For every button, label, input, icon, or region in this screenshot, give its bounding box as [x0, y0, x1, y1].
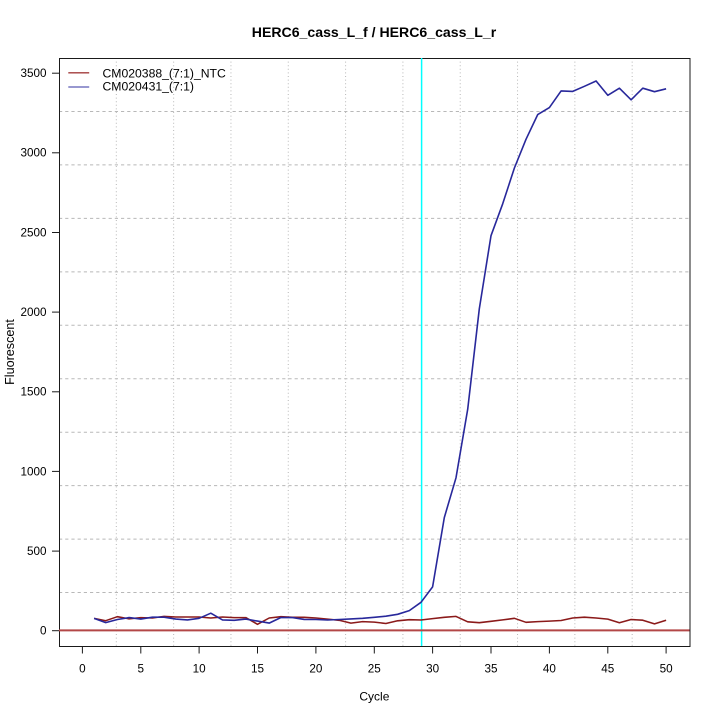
svg-text:Fluorescent: Fluorescent	[3, 319, 17, 385]
svg-text:25: 25	[368, 663, 382, 676]
svg-text:0: 0	[79, 663, 86, 676]
svg-text:HERC6_cass_L_f / HERC6_cass_L_: HERC6_cass_L_f / HERC6_cass_L_r	[252, 24, 497, 40]
svg-text:Cycle: Cycle	[359, 690, 389, 704]
svg-text:2000: 2000	[20, 306, 47, 319]
svg-text:CM020388_(7:1)_NTC: CM020388_(7:1)_NTC	[103, 66, 226, 80]
svg-text:15: 15	[251, 663, 265, 676]
svg-text:35: 35	[484, 663, 498, 676]
svg-text:45: 45	[601, 663, 615, 676]
svg-text:3500: 3500	[20, 67, 47, 80]
svg-text:5: 5	[138, 663, 145, 676]
svg-text:20: 20	[309, 663, 323, 676]
svg-text:3000: 3000	[20, 147, 47, 160]
svg-text:CM020431_(7:1): CM020431_(7:1)	[103, 80, 194, 94]
svg-text:30: 30	[426, 663, 440, 676]
svg-text:500: 500	[27, 545, 47, 558]
svg-text:40: 40	[543, 663, 557, 676]
svg-text:2500: 2500	[20, 226, 47, 239]
svg-text:10: 10	[193, 663, 207, 676]
svg-text:50: 50	[660, 663, 674, 676]
svg-text:0: 0	[40, 625, 47, 638]
svg-text:1500: 1500	[20, 386, 47, 399]
svg-text:1000: 1000	[20, 465, 47, 478]
